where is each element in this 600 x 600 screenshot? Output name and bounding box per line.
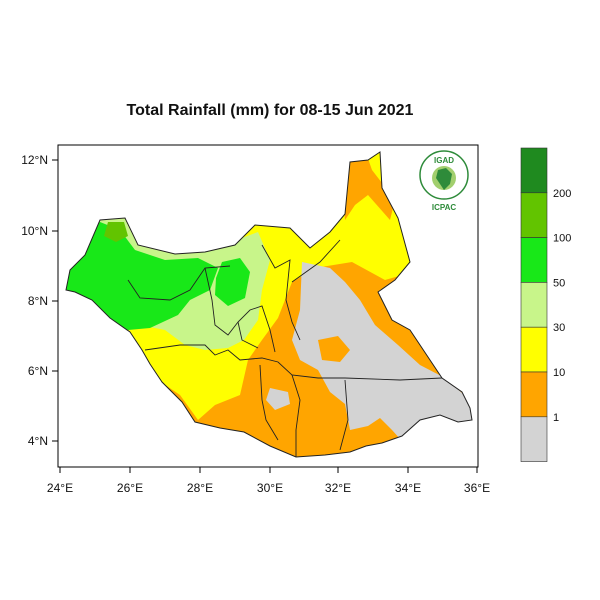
- logo-top-text: IGAD: [434, 156, 454, 165]
- colorbar-label: 100: [553, 233, 571, 245]
- y-tick-label: 4°N: [28, 434, 48, 448]
- x-tick-label: 24°E: [47, 481, 73, 495]
- y-tick-label: 10°N: [21, 224, 48, 238]
- icpac-logo: IGAD ICPAC: [419, 150, 469, 212]
- x-tick-label: 34°E: [395, 481, 421, 495]
- colorbar-label: 200: [553, 188, 571, 200]
- state-boundary: [237, 321, 259, 349]
- colorbar-segment: [520, 147, 548, 194]
- state-boundary: [291, 374, 301, 457]
- x-tick-label: 28°E: [187, 481, 213, 495]
- fill-50-100mm: [66, 222, 218, 330]
- x-tick-label: 26°E: [117, 481, 143, 495]
- colorbar-segment: [520, 371, 548, 418]
- x-tick-label: 32°E: [325, 481, 351, 495]
- colorbar-label: 50: [553, 277, 565, 289]
- colorbar-segment: [520, 416, 548, 462]
- colorbar-segment: [520, 237, 548, 283]
- y-tick-label: 12°N: [21, 153, 48, 167]
- state-boundary: [144, 344, 443, 381]
- colorbar-legend: 200 100 50 30 10 1: [520, 147, 571, 462]
- fill-below-1mm-patch: [266, 388, 290, 410]
- colorbar-segment: [520, 192, 548, 238]
- state-boundary: [339, 379, 349, 451]
- map-title: Total Rainfall (mm) for 08-15 Jun 2021: [126, 102, 414, 119]
- state-boundaries: [127, 239, 443, 457]
- y-tick-label: 8°N: [28, 294, 48, 308]
- x-tick-label: 36°E: [464, 481, 490, 495]
- state-boundary: [127, 265, 231, 301]
- colorbar-segment: [520, 326, 548, 373]
- colorbar-segment: [520, 282, 548, 328]
- y-tick-label: 6°N: [28, 364, 48, 378]
- x-axis: 24°E 26°E 28°E 30°E 32°E 34°E 36°E: [47, 467, 490, 495]
- state-boundary: [259, 364, 279, 441]
- logo-bottom-text: ICPAC: [432, 203, 457, 212]
- state-boundary: [261, 244, 301, 341]
- x-tick-label: 30°E: [257, 481, 283, 495]
- fill-100-200mm: [104, 222, 128, 242]
- colorbar-label: 1: [553, 412, 559, 424]
- fill-below-1mm: [292, 262, 472, 457]
- africa-map-icon: [436, 168, 452, 190]
- colorbar-label: 30: [553, 322, 565, 334]
- fill-50-100mm-patch: [215, 258, 250, 306]
- fill-1-10mm-patch: [318, 336, 350, 362]
- state-boundary: [291, 239, 341, 283]
- colorbar-label: 10: [553, 367, 565, 379]
- y-axis: 12°N 10°N 8°N 6°N 4°N: [21, 153, 58, 448]
